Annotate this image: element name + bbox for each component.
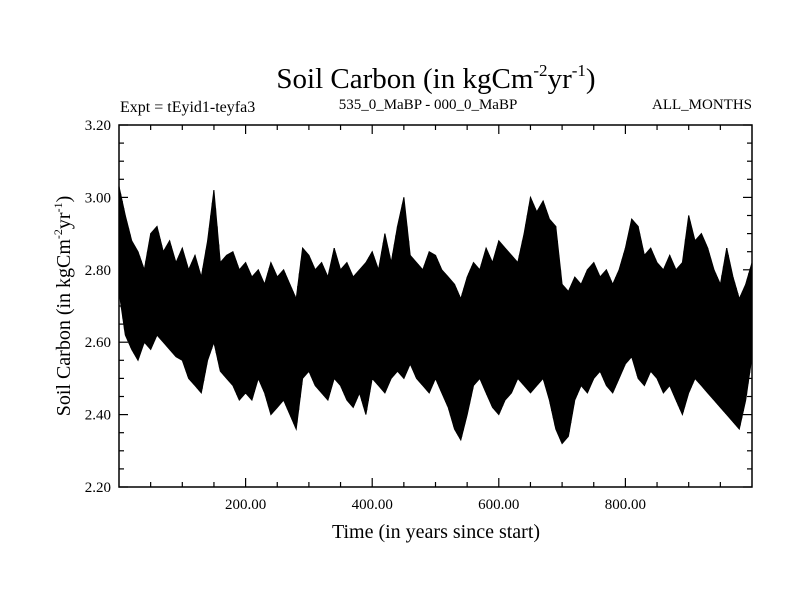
series-line-0 bbox=[118, 186, 752, 443]
y-tick-label-2: 2.60 bbox=[85, 335, 111, 351]
x-tick-label-0: 200.00 bbox=[225, 497, 266, 513]
y-tick-label-0: 2.20 bbox=[85, 480, 111, 496]
y-tick-label-3: 2.80 bbox=[85, 263, 111, 279]
subtitle-period: 535_0_MaBP - 000_0_MaBP bbox=[339, 97, 518, 113]
subtitle-experiment: Expt = tEyid1-teyfa3 bbox=[120, 99, 255, 116]
x-tick-label-2: 600.00 bbox=[478, 497, 519, 513]
y-axis-label: Soil Carbon (in kgCm-2yr-1) bbox=[51, 196, 75, 417]
x-tick-label-1: 400.00 bbox=[352, 497, 393, 513]
subtitle-months: ALL_MONTHS bbox=[652, 97, 752, 113]
x-tick-label-3: 800.00 bbox=[605, 497, 646, 513]
ticks-layer: 200.00 400.00 600.00 800.00 2.20 2.40 2.60 2.80… bbox=[85, 118, 752, 513]
chart-title: Soil Carbon (in kgCm-2yr-1) bbox=[276, 61, 595, 95]
x-axis-label: Time (in years since start) bbox=[332, 521, 540, 543]
y-tick-label-5: 3.20 bbox=[85, 118, 111, 134]
series-layer bbox=[118, 186, 753, 445]
y-tick-label-4: 3.00 bbox=[85, 190, 111, 206]
y-tick-label-1: 2.40 bbox=[85, 408, 111, 424]
